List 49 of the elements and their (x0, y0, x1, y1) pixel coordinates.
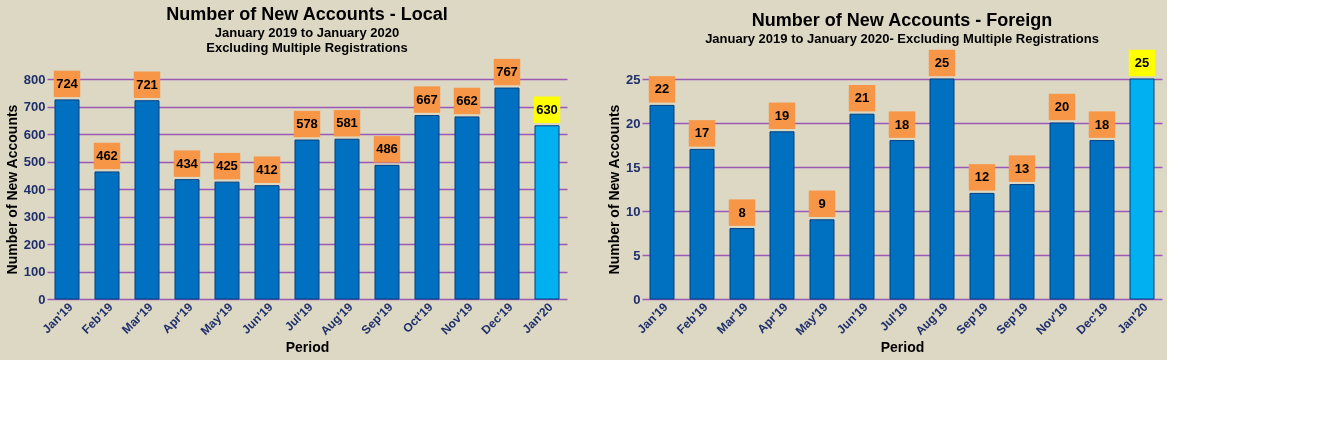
chart-subtitle: January 2019 to January 2020- Excluding Multiple Registrations (705, 30, 1099, 46)
data-label: 486 (376, 141, 398, 157)
data-label: 22 (654, 81, 670, 97)
data-label: 18 (894, 116, 910, 132)
data-label: 578 (296, 116, 318, 132)
data-label: 13 (1014, 160, 1030, 176)
data-label: 18 (1094, 116, 1110, 132)
chart-subtitle: January 2019 to January 2020 Excluding Multiple Registrations (206, 24, 408, 55)
y-tick-label: 25 (626, 71, 641, 87)
y-axis-title: Number of New Accounts (3, 104, 20, 275)
data-label: 17 (694, 125, 710, 141)
chart-title: Number of New Accounts - Local (166, 3, 448, 24)
y-tick-label: 700 (23, 99, 46, 114)
data-label: 25 (934, 55, 950, 70)
data-label: 662 (456, 92, 478, 108)
y-tick-label: 600 (23, 126, 46, 142)
y-tick-label: 200 (23, 236, 46, 252)
data-label: 21 (854, 90, 870, 106)
chart-title: Number of New Accounts - Foreign (751, 9, 1053, 30)
data-label: 19 (774, 107, 790, 123)
y-tick-label: 100 (23, 264, 46, 279)
y-tick-label: 5 (633, 247, 641, 263)
y-tick-label: 0 (633, 291, 641, 307)
data-label: 8 (738, 204, 746, 220)
data-label: 630 (536, 101, 558, 117)
y-tick-label: 400 (23, 181, 46, 197)
y-tick-label: 500 (23, 154, 46, 169)
data-label: 462 (96, 147, 118, 163)
y-tick-label: 300 (23, 209, 46, 224)
data-label: 20 (1054, 99, 1070, 114)
data-label: 25 (1134, 55, 1150, 70)
data-label: 721 (136, 76, 158, 92)
data-label: 434 (176, 155, 199, 171)
data-label: 12 (974, 169, 990, 185)
y-tick-label: 20 (626, 115, 641, 131)
y-tick-label: 800 (23, 71, 46, 87)
data-label: 667 (416, 91, 438, 107)
data-label: 425 (216, 158, 238, 174)
data-label: 767 (496, 64, 518, 80)
x-axis-title: Period (880, 339, 925, 356)
data-label: 412 (256, 161, 278, 177)
y-tick-label: 10 (626, 203, 641, 219)
y-tick-label: 0 (38, 291, 46, 307)
data-label: 9 (818, 195, 826, 211)
y-axis-title: Number of New Accounts (606, 104, 623, 275)
y-tick-label: 15 (626, 159, 641, 175)
data-label: 724 (56, 75, 79, 91)
data-label: 581 (336, 115, 358, 131)
x-axis-title: Period (285, 339, 330, 356)
